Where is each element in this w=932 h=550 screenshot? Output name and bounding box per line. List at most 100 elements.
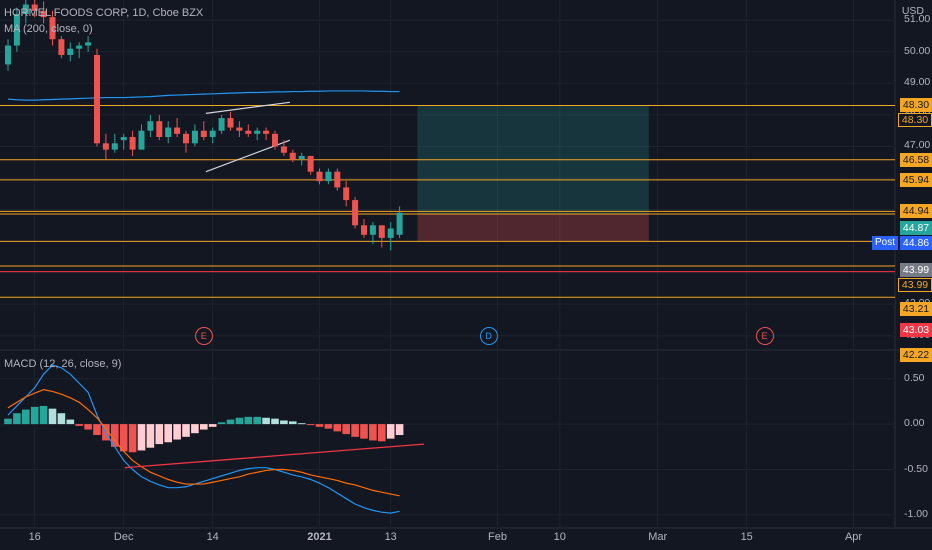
- candle-body: [22, 4, 29, 14]
- candle-body: [343, 187, 350, 201]
- macd-histogram-bar: [280, 420, 288, 425]
- price-level-tag: 43.21: [900, 302, 932, 317]
- macd-histogram-bar: [200, 424, 208, 430]
- price-level-tag: 48.30: [898, 112, 932, 127]
- candle-body: [200, 130, 207, 137]
- candle-body: [94, 55, 100, 144]
- candle-body: [369, 225, 376, 235]
- macd-histogram-bar: [235, 417, 244, 425]
- candle-body: [245, 130, 252, 134]
- macd-histogram-bar: [208, 424, 217, 427]
- macd-histogram-bar: [182, 424, 190, 437]
- time-tick-label: 14: [206, 531, 219, 543]
- macd-divergence-line: [124, 443, 425, 469]
- macd-histogram-bar: [289, 421, 297, 425]
- macd-histogram-bar: [93, 424, 101, 436]
- time-tick-label: Mar: [648, 531, 668, 543]
- macd-histogram-bar: [315, 424, 324, 427]
- candle-body: [334, 171, 341, 188]
- macd-histogram-bar: [395, 424, 404, 436]
- macd-histogram-bar: [378, 424, 386, 442]
- macd-histogram-bar: [342, 424, 350, 435]
- candle-body: [13, 14, 20, 46]
- candle-body: [85, 42, 92, 46]
- time-tick-label: 13: [384, 531, 397, 543]
- time-tick-label: 2021: [307, 531, 332, 543]
- macd-histogram-bar: [351, 424, 359, 437]
- macd-histogram-bar: [111, 424, 119, 447]
- macd-histogram-bar: [75, 424, 83, 426]
- candle-body: [218, 118, 225, 131]
- candle-body: [49, 17, 56, 40]
- macd-tick-label: -0.50: [904, 462, 928, 475]
- macd-histogram-bar: [226, 419, 235, 425]
- candle-body: [236, 127, 243, 131]
- channel-upper-line: [205, 101, 290, 114]
- price-tick-label: 50.00: [904, 44, 931, 57]
- price-tick-label: 47.00: [904, 139, 931, 152]
- macd-histogram-bar: [262, 417, 270, 425]
- time-tick-label: Dec: [113, 531, 134, 543]
- macd-histogram-bar: [191, 424, 199, 434]
- currency-label: USD: [901, 5, 924, 17]
- price-level-tag: 44.94: [900, 204, 932, 219]
- candle-body: [298, 155, 305, 160]
- macd-histogram-bar: [57, 413, 66, 425]
- candle-body: [272, 133, 278, 147]
- macd-line: [7, 364, 400, 514]
- macd-histogram-bar: [244, 416, 253, 425]
- candle-body: [120, 137, 127, 141]
- ma-legend[interactable]: MA (200, close, 0): [4, 23, 93, 35]
- candle-body: [361, 225, 367, 235]
- macd-histogram-bar: [217, 422, 226, 425]
- candle-body: [183, 133, 189, 144]
- candle-body: [352, 200, 359, 226]
- candle-body: [289, 152, 296, 160]
- macd-legend[interactable]: MACD (12, 26, close, 9): [4, 358, 122, 370]
- candle-body: [174, 127, 181, 134]
- macd-histogram-bar: [137, 424, 146, 451]
- macd-histogram-bar: [4, 418, 12, 425]
- macd-histogram-bar: [13, 413, 21, 425]
- time-tick-label: 15: [740, 531, 753, 543]
- macd-histogram-bar: [324, 424, 333, 429]
- candle-body: [58, 39, 65, 55]
- price-level-tag: 48.30: [900, 98, 932, 113]
- candle-body: [76, 45, 83, 49]
- price-level-tag: 44.87: [900, 221, 932, 236]
- macd-histogram-bar: [386, 424, 395, 439]
- time-tick-label: 10: [553, 531, 566, 543]
- macd-histogram-bar: [155, 424, 164, 445]
- candle-body: [263, 130, 270, 134]
- macd-histogram-bar: [39, 405, 48, 425]
- candle-body: [191, 130, 198, 144]
- position-loss-zone: [417, 213, 649, 242]
- macd-histogram-bar: [30, 406, 39, 425]
- price-level-tag: 43.99: [898, 277, 932, 292]
- signal-line: [7, 388, 400, 497]
- macd-histogram-bar: [22, 409, 30, 425]
- price-level-tag: 45.94: [900, 172, 932, 187]
- candle-body: [316, 171, 323, 182]
- event-marker-earnings: E: [755, 327, 774, 345]
- macd-histogram-bar: [164, 424, 172, 443]
- candle-body: [325, 171, 332, 182]
- macd-histogram-bar: [253, 416, 261, 425]
- post-badge: Post: [872, 235, 898, 250]
- candle-body: [280, 146, 287, 153]
- candle-body: [40, 10, 47, 18]
- macd-histogram-bar: [66, 419, 75, 425]
- macd-histogram-bar: [297, 423, 306, 425]
- candle-body: [5, 45, 11, 65]
- macd-histogram-bar: [146, 424, 155, 448]
- macd-histogram-bar: [48, 408, 57, 425]
- event-marker-earnings: E: [194, 327, 213, 345]
- macd-tick-label: 0.50: [904, 371, 925, 384]
- candle-body: [156, 121, 163, 137]
- ma200-line: [7, 90, 400, 101]
- price-level-tag: 42.22: [900, 348, 932, 363]
- price-level-tag: 43.99: [900, 263, 932, 278]
- symbol-title[interactable]: HORMEL FOODS CORP, 1D, Cboe BZX: [4, 7, 204, 19]
- time-tick-label: Apr: [844, 531, 863, 543]
